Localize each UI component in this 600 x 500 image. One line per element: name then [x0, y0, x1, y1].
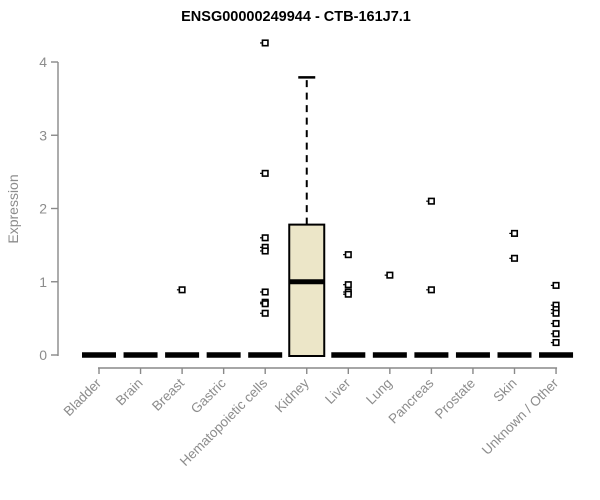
outlier-point-unknown-other [552, 309, 560, 317]
y-axis-title: Expression [5, 174, 21, 243]
outlier-point-hematopoietic-cells [261, 309, 269, 317]
chart-title: ENSG00000249944 - CTB-161J7.1 [181, 9, 411, 25]
outlier-point-pancreas [427, 197, 435, 205]
y-tick-label-2: 2 [39, 201, 47, 217]
outlier-point-unknown-other [552, 319, 560, 328]
outlier-point-hematopoietic-cells [261, 169, 269, 177]
outlier-point-liver [344, 281, 352, 289]
median-line-kidney [289, 279, 325, 285]
y-tick-label-4: 4 [39, 54, 47, 70]
outlier-point-hematopoietic-cells [261, 247, 269, 255]
x-tick-label-lung: Lung [363, 376, 395, 408]
outlier-point-liver [344, 290, 352, 298]
collapsed-box-gastric [206, 352, 241, 358]
y-axis: 0 1 2 3 4 [39, 54, 59, 363]
x-tick-label-brain: Brain [113, 376, 146, 409]
y-tick-label-3: 3 [39, 127, 47, 143]
x-tick-label-pancreas: Pancreas [386, 375, 437, 426]
y-tick-label-1: 1 [39, 274, 47, 290]
x-tick-label-unknown-other: Unknown / Other [479, 375, 562, 458]
outlier-point-hematopoietic-cells [261, 288, 269, 296]
outlier-point-hematopoietic-cells [261, 234, 269, 242]
x-tick-label-breast: Breast [149, 375, 187, 413]
collapsed-box-breast [165, 352, 200, 358]
collapsed-box-pancreas [414, 352, 449, 358]
x-tick-label-prostate: Prostate [432, 376, 478, 422]
outlier-point-breast [178, 286, 186, 294]
collapsed-box-brain [123, 352, 158, 358]
outlier-point-skin [510, 229, 519, 237]
collapsed-box-bladder [82, 352, 116, 358]
x-tick-label-skin: Skin [490, 376, 519, 405]
collapsed-box-hematopoietic-cells [248, 352, 283, 358]
x-tick-label-kidney: Kidney [272, 375, 312, 415]
outlier-point-hematopoietic-cells [261, 300, 269, 308]
outlier-point-hematopoietic-cells [261, 39, 269, 47]
collapsed-box-liver [331, 352, 366, 358]
collapsed-box-prostate [455, 352, 490, 358]
y-tick-label-0: 0 [39, 347, 47, 363]
outlier-point-skin [510, 254, 519, 262]
collapsed-box-unknown-other [539, 352, 574, 358]
outlier-point-pancreas [427, 286, 435, 294]
x-tick-label-gastric: Gastric [188, 375, 229, 416]
box-kidney [288, 223, 326, 357]
outlier-point-unknown-other [552, 281, 560, 289]
x-tick-label-liver: Liver [322, 375, 354, 407]
outlier-point-unknown-other [552, 338, 560, 347]
collapsed-box-skin [497, 352, 532, 358]
outlier-point-unknown-other [552, 330, 560, 338]
collapsed-box-lung [372, 352, 407, 358]
outlier-point-liver [344, 251, 352, 259]
x-tick-label-bladder: Bladder [61, 375, 105, 419]
outlier-point-lung [386, 271, 394, 279]
plot-marks [82, 39, 574, 358]
